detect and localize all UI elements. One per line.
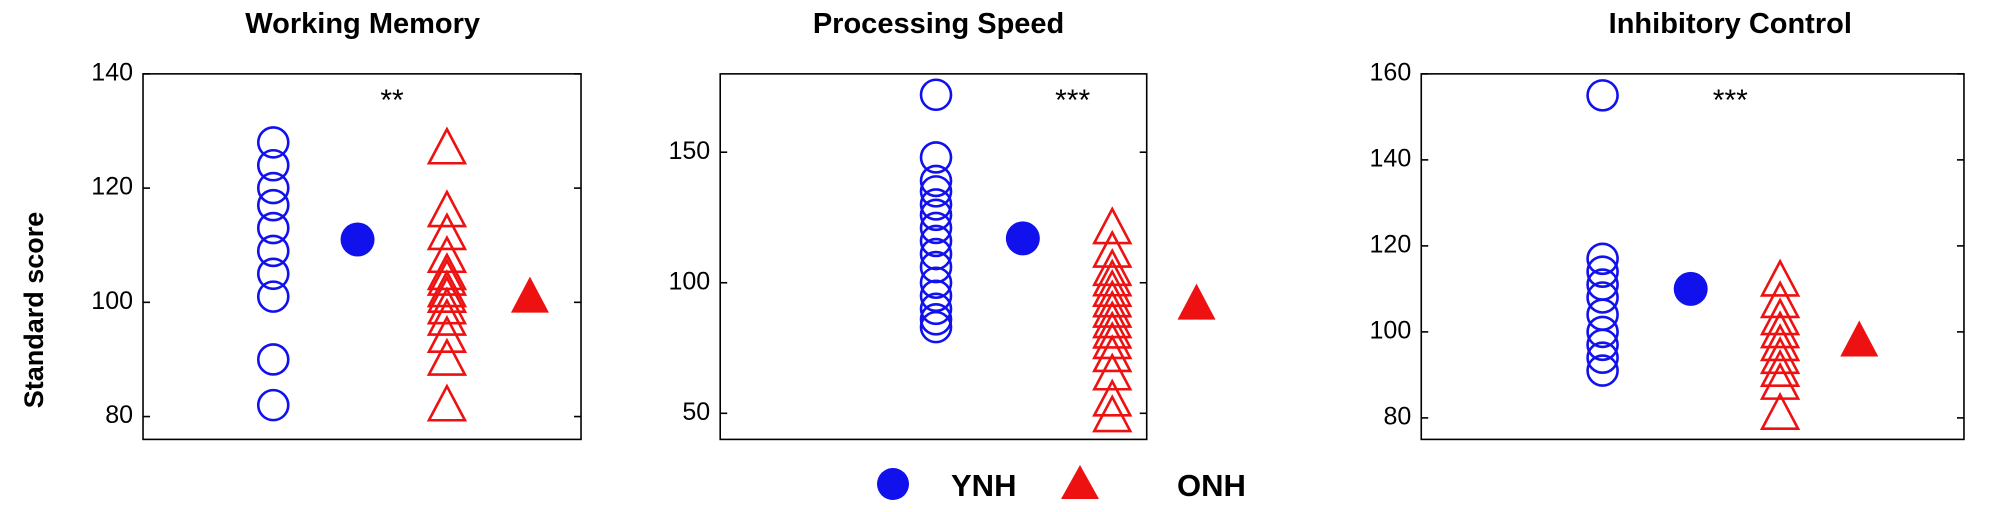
y-tick-label: 140 — [1370, 144, 1412, 172]
ynh-point — [1586, 354, 1619, 387]
y-tick-label: 80 — [1383, 403, 1411, 431]
onh-point — [426, 126, 468, 165]
ynh-point — [256, 280, 290, 313]
ynh-point — [919, 266, 953, 300]
onh-point — [1759, 361, 1801, 400]
ynh-mean-point — [1673, 271, 1708, 306]
plot-frame — [142, 73, 582, 441]
ynh-point — [919, 78, 953, 112]
ynh-point — [919, 292, 953, 326]
plot-frame — [1420, 73, 1965, 441]
onh-mean-point — [1177, 283, 1216, 320]
y-tick-label: 140 — [91, 58, 133, 86]
ynh-point — [919, 224, 953, 258]
y-axis-label: Standard score — [19, 212, 49, 409]
onh-point — [1092, 378, 1133, 417]
y-tick-label: 120 — [91, 173, 133, 201]
onh-point — [426, 286, 468, 325]
significance-label: *** — [1055, 84, 1090, 117]
panel-3: Inhibitory Control 80 100 120 140 160 *** — [1370, 8, 1965, 441]
onh-point — [426, 269, 468, 308]
ynh-point — [256, 126, 290, 159]
onh-point — [1759, 280, 1801, 319]
onh-point — [426, 257, 468, 296]
ynh-point — [919, 188, 953, 221]
ynh-point — [256, 388, 290, 422]
onh-point — [1092, 310, 1133, 349]
legend-onh-label: ONH — [1177, 468, 1246, 503]
onh-point — [1092, 334, 1133, 373]
panel-title: Processing Speed — [813, 8, 1064, 40]
onh-point — [1759, 323, 1801, 362]
ynh-point — [256, 188, 290, 222]
onh-point — [1092, 229, 1133, 268]
ynh-point — [1586, 281, 1619, 314]
ynh-point — [256, 211, 290, 245]
panel-1: Working Memory 80 100 120 140 ** — [91, 8, 582, 441]
y-tick-label: 50 — [682, 398, 710, 426]
significance-label: ** — [380, 84, 404, 117]
legend-ynh-marker — [877, 468, 909, 500]
ynh-point — [256, 257, 290, 291]
ynh-point — [256, 171, 290, 205]
onh-point — [426, 383, 468, 422]
onh-point — [1092, 352, 1133, 391]
onh-point — [426, 297, 468, 336]
onh-point — [426, 189, 468, 228]
onh-point — [1759, 348, 1801, 388]
ynh-point — [1586, 79, 1619, 112]
ynh-point — [919, 164, 953, 198]
ynh-point — [256, 343, 290, 376]
legend-ynh-label: YNH — [951, 468, 1016, 503]
ynh-point — [919, 302, 953, 336]
ynh-mean-point — [1005, 221, 1040, 256]
y-tick-label: 120 — [1370, 230, 1412, 258]
onh-point — [1759, 336, 1801, 375]
ynh-point — [1586, 341, 1619, 374]
ynh-point — [919, 211, 953, 245]
ynh-point — [919, 198, 953, 232]
onh-mean-point — [1840, 320, 1879, 357]
panel-title: Working Memory — [245, 8, 480, 40]
plot-frame — [719, 73, 1148, 441]
ynh-point — [1586, 328, 1619, 362]
onh-point — [1759, 391, 1801, 431]
ynh-point — [1586, 255, 1619, 288]
onh-point — [1759, 310, 1801, 349]
ynh-point — [919, 310, 953, 344]
ynh-point — [1586, 298, 1619, 331]
y-tick-label: 150 — [668, 137, 710, 165]
y-tick-label: 160 — [1370, 58, 1412, 86]
legend: YNH ONH — [877, 465, 1246, 503]
y-tick-label: 100 — [1370, 317, 1412, 345]
onh-point — [426, 274, 468, 314]
y-tick-label: 80 — [105, 401, 133, 429]
ynh-point — [1586, 315, 1619, 349]
onh-point — [1092, 206, 1133, 245]
ynh-point — [919, 175, 953, 208]
onh-point — [426, 337, 468, 376]
ynh-point — [1586, 242, 1619, 276]
legend-onh-marker — [1061, 465, 1099, 499]
y-tick-label: 100 — [668, 267, 710, 295]
onh-point — [1759, 258, 1801, 297]
ynh-point — [919, 141, 953, 174]
onh-point — [1759, 297, 1801, 336]
ynh-point — [919, 279, 953, 313]
ynh-point — [256, 148, 290, 182]
y-tick-label: 100 — [91, 287, 133, 315]
panel-2: Processing Speed 50 100 150 *** — [668, 8, 1216, 441]
panel-title: Inhibitory Control — [1609, 8, 1852, 40]
onh-point — [426, 212, 468, 251]
onh-mean-point — [510, 276, 549, 313]
ynh-point — [256, 234, 290, 268]
onh-point — [1092, 394, 1133, 433]
onh-point — [426, 314, 468, 354]
ynh-mean-point — [340, 222, 375, 257]
significance-label: *** — [1713, 84, 1748, 117]
